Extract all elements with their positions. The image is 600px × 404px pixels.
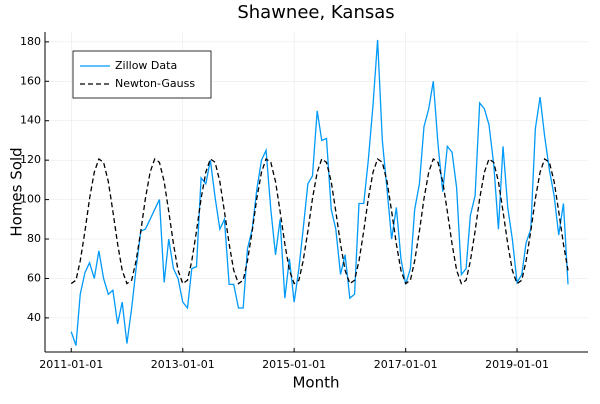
y-tick-label: 60 <box>27 271 41 284</box>
y-tick-label: 120 <box>20 153 41 166</box>
x-tick-label: 2013-01-01 <box>151 358 215 371</box>
chart-title: Shawnee, Kansas <box>237 2 394 23</box>
line-series <box>70 39 569 346</box>
y-tick-label: 140 <box>20 114 41 127</box>
x-tick-label: 2011-01-01 <box>39 358 103 371</box>
line-series <box>70 157 569 285</box>
y-axis-label: Homes Sold <box>8 147 26 236</box>
y-tick-label: 40 <box>27 311 41 324</box>
legend-label: Newton-Gauss <box>115 77 195 90</box>
y-tick-label: 80 <box>27 232 41 245</box>
y-tick-label: 100 <box>20 193 41 206</box>
x-tick-label: 2019-01-01 <box>485 358 549 371</box>
x-tick-label: 2015-01-01 <box>262 358 326 371</box>
legend-label: Zillow Data <box>115 59 177 72</box>
x-tick-label: 2017-01-01 <box>374 358 438 371</box>
legend-box <box>72 50 212 99</box>
y-tick-label: 180 <box>20 35 41 48</box>
x-axis-label: Month <box>292 374 339 392</box>
y-tick-label: 160 <box>20 74 41 87</box>
